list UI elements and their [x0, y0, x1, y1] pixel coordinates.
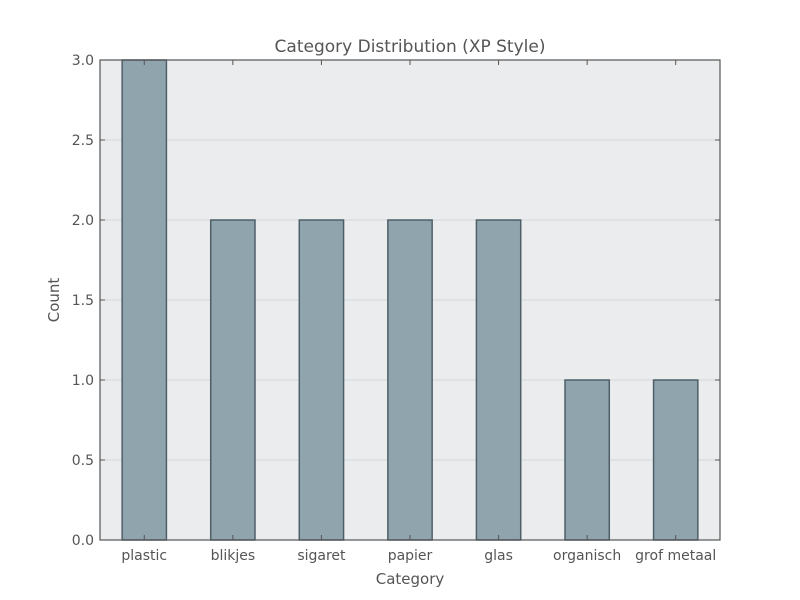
- bar-blikjes: [209, 219, 256, 541]
- x-tick-label: glas: [484, 548, 513, 564]
- x-tick-label: organisch: [553, 548, 621, 564]
- y-tick-label: 2.5: [72, 133, 94, 149]
- y-tick-label: 1.0: [72, 373, 94, 389]
- y-tick-label: 0.0: [72, 533, 94, 549]
- bar-grof-metaal: [652, 379, 699, 541]
- y-tick-label: 2.0: [72, 213, 94, 229]
- bar-sigaret: [298, 219, 345, 541]
- y-tick-label: 1.5: [72, 293, 94, 309]
- x-tick-label: grof metaal: [635, 548, 716, 564]
- bar-glas: [475, 219, 522, 541]
- y-tick-label: 0.5: [72, 453, 94, 469]
- chart-title: Category Distribution (XP Style): [275, 37, 546, 57]
- x-tick-label: papier: [388, 548, 433, 564]
- bar-papier: [387, 219, 433, 541]
- bar-plastic: [121, 59, 168, 541]
- x-tick-label: sigaret: [297, 548, 346, 564]
- y-tick-label: 3.0: [72, 53, 94, 69]
- y-axis-label: Count: [45, 278, 63, 323]
- x-tick-label: blikjes: [211, 548, 256, 564]
- bar-organisch: [564, 379, 611, 541]
- x-tick-label: plastic: [121, 548, 167, 564]
- x-axis-label: Category: [376, 570, 445, 588]
- y-axis-ticks: 0.0 0.5 1.0 1.5 2.0 2.5 3.0: [72, 53, 720, 549]
- x-axis-ticks: plastic blikjes sigaret papier glas organisch…: [121, 60, 716, 564]
